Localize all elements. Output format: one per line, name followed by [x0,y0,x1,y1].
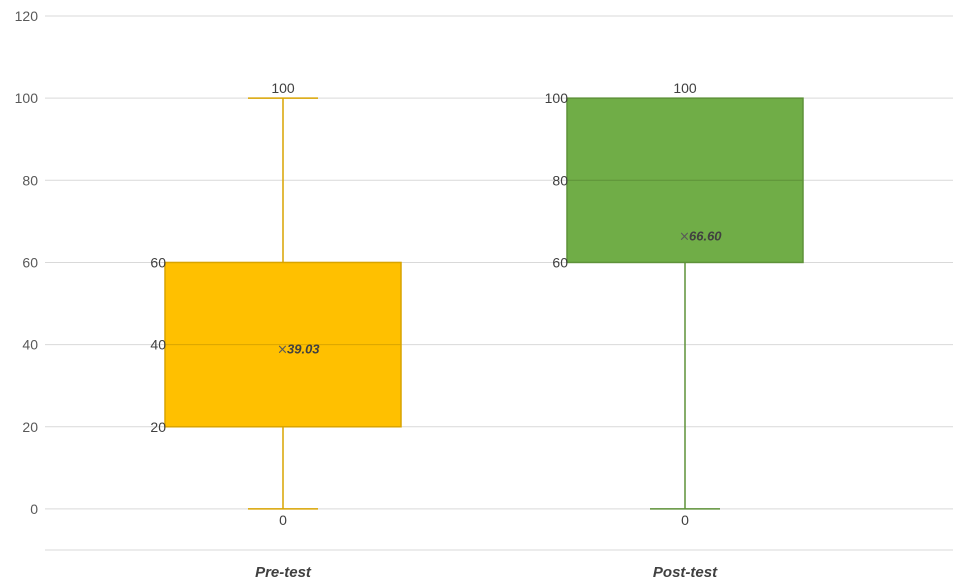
y-axis-ticks: 0 20 40 60 80 100 120 [15,8,39,517]
y-tick-label-120: 120 [15,8,39,24]
min-label: 0 [279,512,287,528]
y-tick-label-0: 0 [30,501,38,517]
q3-label: 60 [150,254,166,270]
mean-label: 39.03 [287,342,320,357]
x-axis-categories: Pre-test Post-test [255,564,718,581]
y-tick-label-40: 40 [22,337,38,353]
max-label: 100 [271,80,295,96]
q3-label: 100 [545,90,569,106]
box-group-pre-test: × 39.03 60 40 20 100 0 [150,80,402,528]
y-tick-label-80: 80 [22,172,38,188]
y-tick-label-20: 20 [22,419,38,435]
max-label: 100 [673,80,697,96]
category-label-pre-test: Pre-test [255,564,312,581]
median-label: 80 [552,172,568,188]
q1-label: 20 [150,419,166,435]
mean-marker: × [679,229,690,244]
y-tick-label-100: 100 [15,90,39,106]
mean-label: 66.60 [689,228,722,243]
box-group-post-test: × 66.60 100 80 60 100 0 [545,80,804,528]
min-label: 0 [681,512,689,528]
y-tick-label-60: 60 [22,254,38,270]
q1-label: 60 [552,254,568,270]
category-label-post-test: Post-test [653,564,718,581]
mean-marker: × [277,343,288,358]
median-label: 40 [150,337,166,353]
